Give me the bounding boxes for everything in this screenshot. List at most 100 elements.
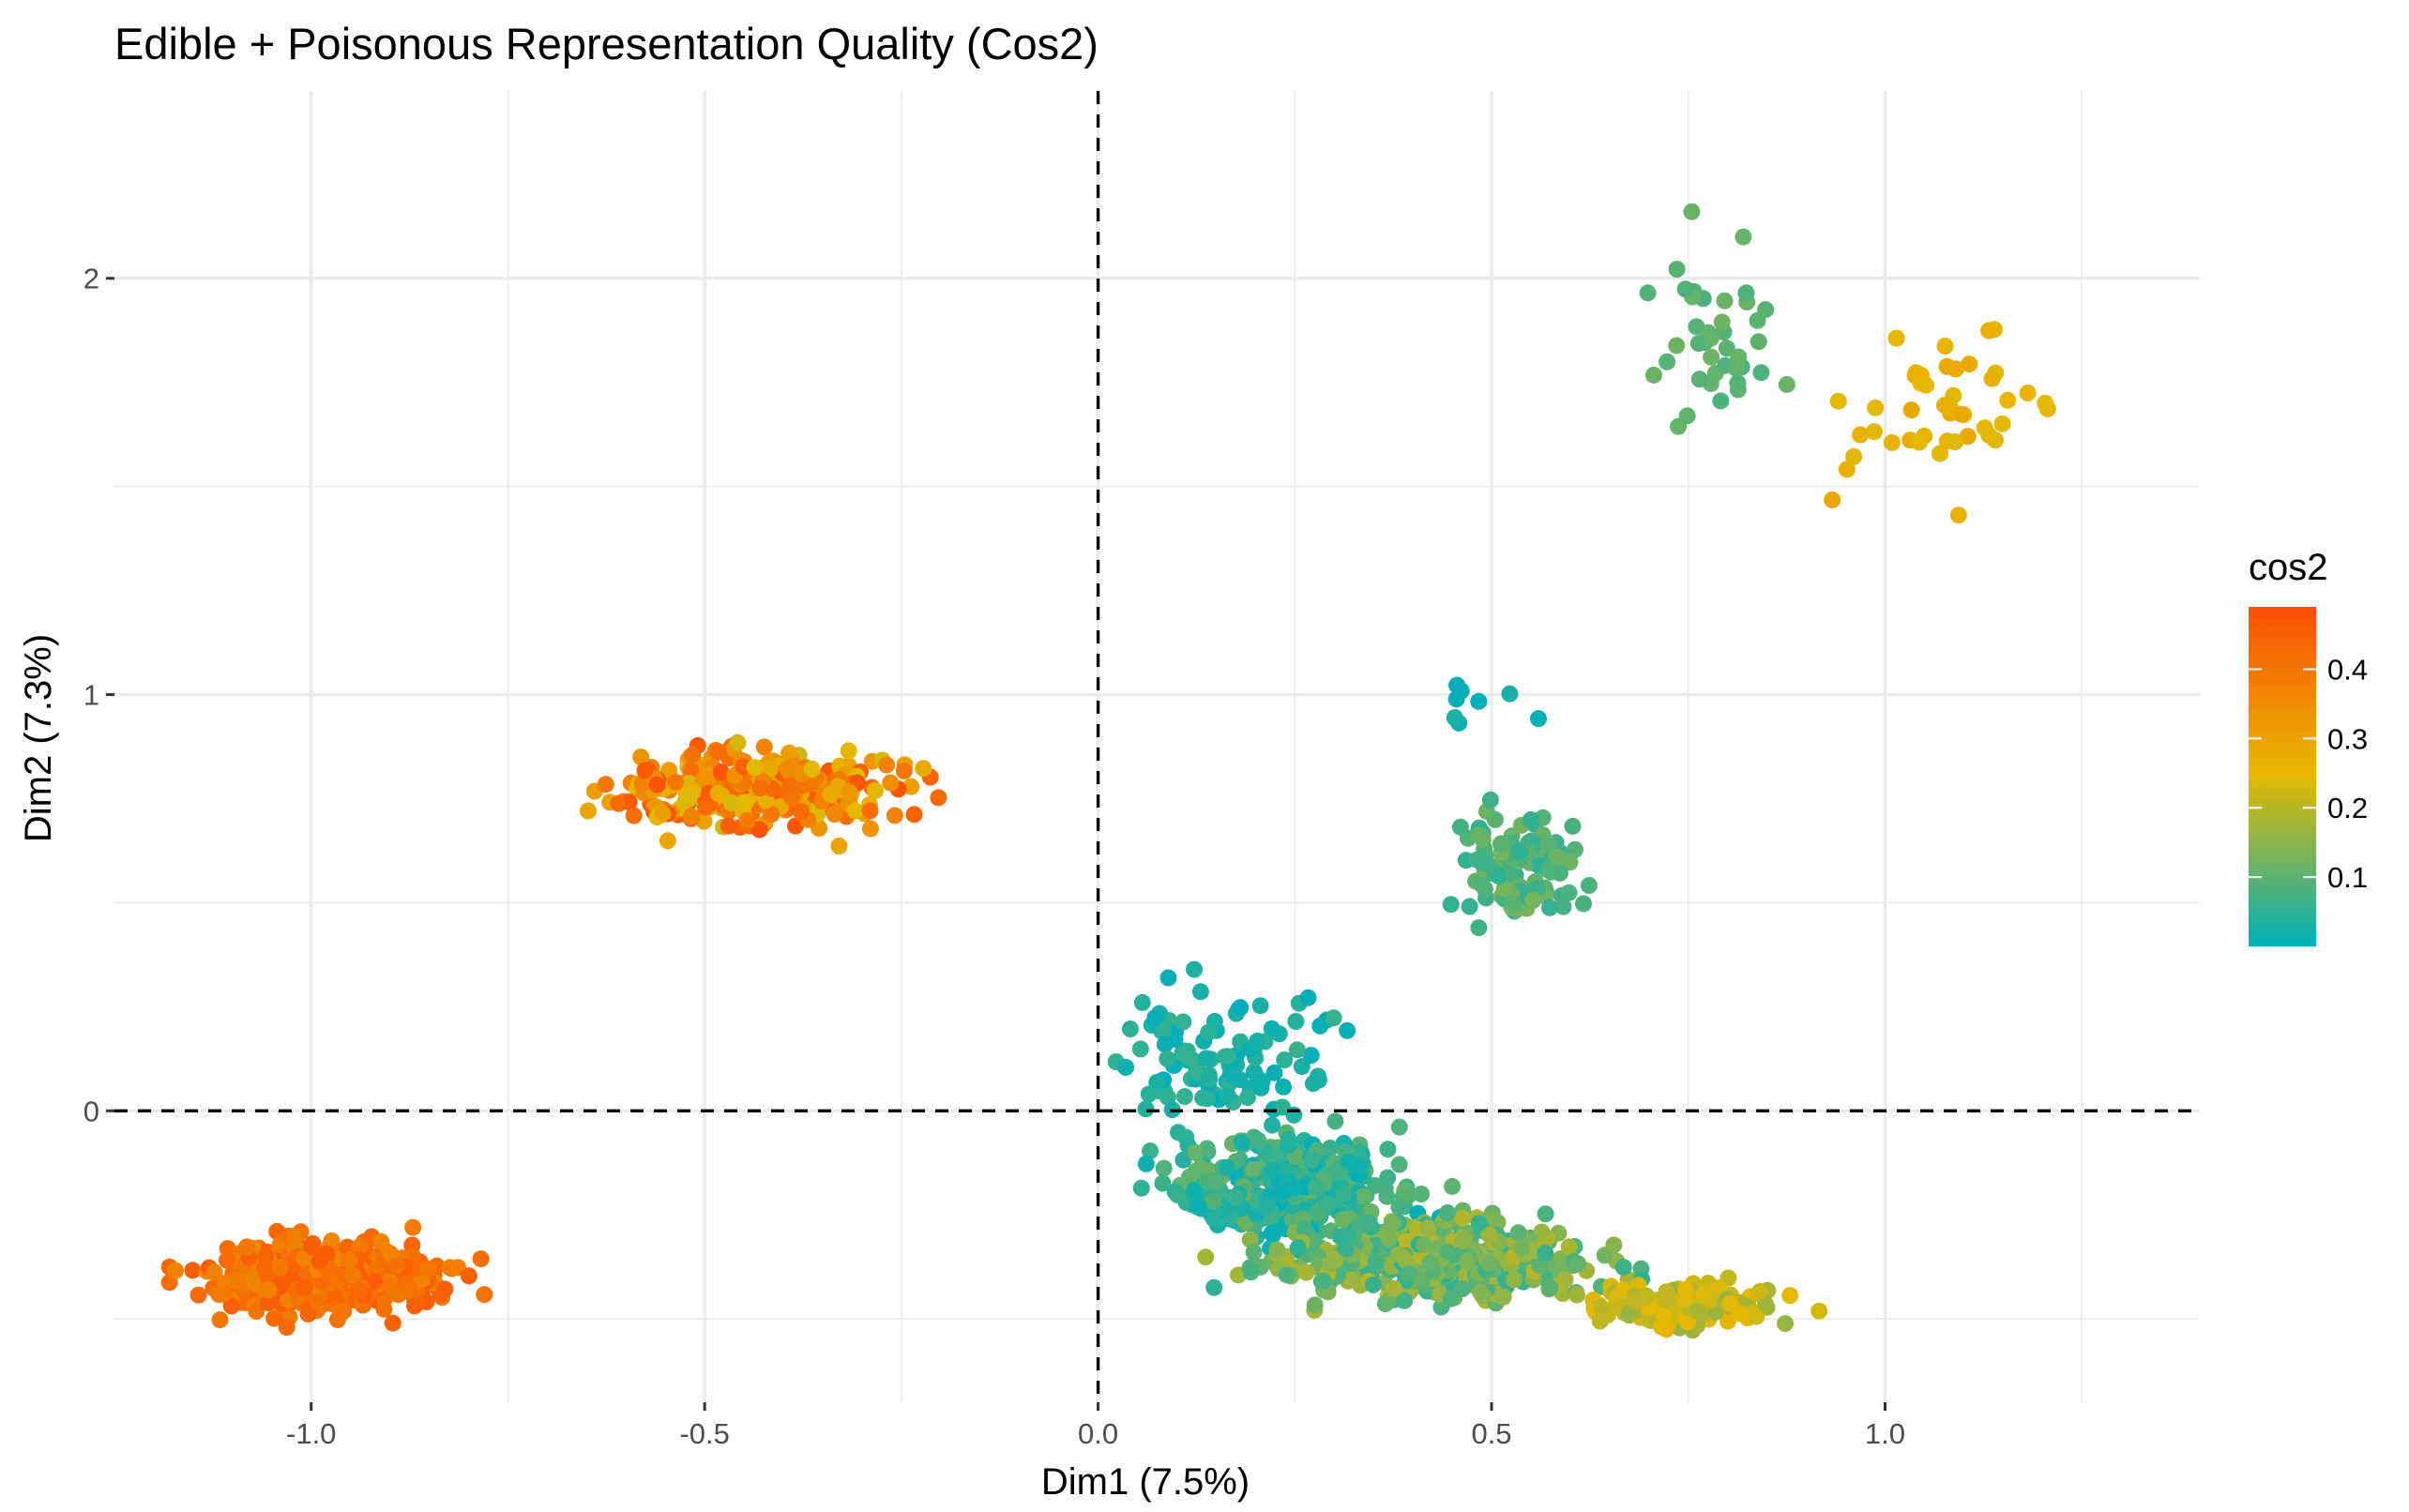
data-point [625, 807, 643, 824]
data-point [1397, 1251, 1415, 1269]
data-point [1580, 877, 1598, 894]
data-point [222, 1297, 240, 1315]
data-point [763, 806, 780, 823]
data-point [406, 1297, 423, 1315]
data-point [1887, 329, 1905, 347]
data-point [1959, 428, 1977, 446]
data-point [1480, 1254, 1498, 1272]
data-point [1197, 1050, 1215, 1067]
data-point [2019, 384, 2037, 401]
data-point [1154, 1174, 1172, 1192]
data-point [1509, 1224, 1527, 1242]
data-point [1187, 1162, 1204, 1180]
data-point [1232, 999, 1250, 1017]
data-point [1264, 1116, 1281, 1134]
data-point [1459, 1252, 1477, 1270]
data-point [1513, 1240, 1531, 1258]
data-point [1245, 1244, 1263, 1262]
data-point [1703, 348, 1720, 366]
data-point [1639, 284, 1657, 302]
legend-ticks: 0.1 0.2 0.3 0.4 [2249, 653, 2368, 894]
data-point [1200, 1023, 1218, 1041]
data-point [1670, 417, 1688, 435]
data-point [1626, 1293, 1644, 1310]
data-point [311, 1252, 328, 1270]
data-point [1146, 1009, 1164, 1026]
data-point [1278, 1266, 1295, 1284]
data-point [1204, 1210, 1222, 1228]
data-point [238, 1238, 256, 1256]
data-point [1397, 1232, 1415, 1250]
data-point [350, 1281, 368, 1299]
data-point [436, 1280, 454, 1298]
data-point [1838, 461, 1856, 478]
data-point [1245, 1160, 1263, 1178]
data-point [1206, 1172, 1224, 1190]
data-point [1461, 898, 1478, 915]
data-point [803, 760, 821, 778]
data-point [712, 764, 730, 781]
data-point [1474, 831, 1492, 849]
data-point [1303, 1152, 1321, 1170]
data-point [285, 1228, 303, 1245]
data-point [1205, 1278, 1223, 1296]
data-point [780, 744, 798, 762]
data-point [1318, 1195, 1336, 1213]
data-point [1474, 854, 1492, 872]
data-point [736, 794, 754, 811]
data-point [1472, 875, 1490, 893]
data-point [1159, 969, 1177, 987]
data-point [1993, 415, 2011, 432]
data-point [1541, 1278, 1559, 1296]
y-tick-label: 1 [83, 679, 99, 712]
data-point [1483, 1210, 1501, 1227]
data-point [1349, 1158, 1367, 1176]
color-legend: cos2 0.1 0.2 0.3 0.4 [2249, 547, 2368, 946]
data-point [755, 738, 773, 756]
data-point [1384, 1214, 1401, 1232]
data-point [1442, 896, 1460, 914]
data-point [1132, 1179, 1150, 1197]
data-point [460, 1267, 477, 1285]
data-point [1302, 1047, 1320, 1065]
data-point [476, 1286, 493, 1304]
data-point [1339, 1021, 1356, 1039]
data-point [1191, 983, 1209, 1001]
data-point [1541, 899, 1558, 916]
data-point [1614, 1259, 1632, 1277]
x-tick-label: 0.5 [1471, 1417, 1511, 1450]
data-point [1156, 1036, 1174, 1053]
data-point [1321, 1255, 1339, 1273]
data-point [1297, 1263, 1315, 1281]
data-point [1486, 810, 1504, 828]
data-point [1690, 370, 1708, 388]
data-point [1564, 817, 1582, 835]
data-point [344, 1266, 362, 1284]
data-point [1980, 427, 1998, 444]
data-point [1204, 1192, 1222, 1210]
data-point [419, 1260, 437, 1278]
data-point [1275, 1078, 1293, 1096]
data-point [1683, 203, 1701, 220]
data-point [1159, 1050, 1176, 1067]
data-point [167, 1262, 184, 1279]
data-point [861, 820, 879, 838]
x-axis: -1.0 -0.5 0.0 0.5 1.0 [286, 1402, 1905, 1450]
data-point [1506, 1271, 1523, 1289]
data-point [1137, 1100, 1155, 1118]
data-point [902, 778, 920, 795]
data-point [1419, 1219, 1437, 1237]
data-point [1334, 1211, 1352, 1229]
data-point [1200, 1066, 1218, 1083]
data-point [1174, 1013, 1192, 1031]
data-point [1308, 1178, 1325, 1196]
data-point [1288, 1041, 1306, 1059]
data-point [1117, 1059, 1135, 1076]
data-point [793, 803, 810, 821]
data-point [260, 1294, 278, 1311]
data-point [1438, 1204, 1456, 1221]
data-point [1481, 791, 1499, 809]
data-point [184, 1262, 202, 1279]
data-point [1712, 392, 1730, 410]
